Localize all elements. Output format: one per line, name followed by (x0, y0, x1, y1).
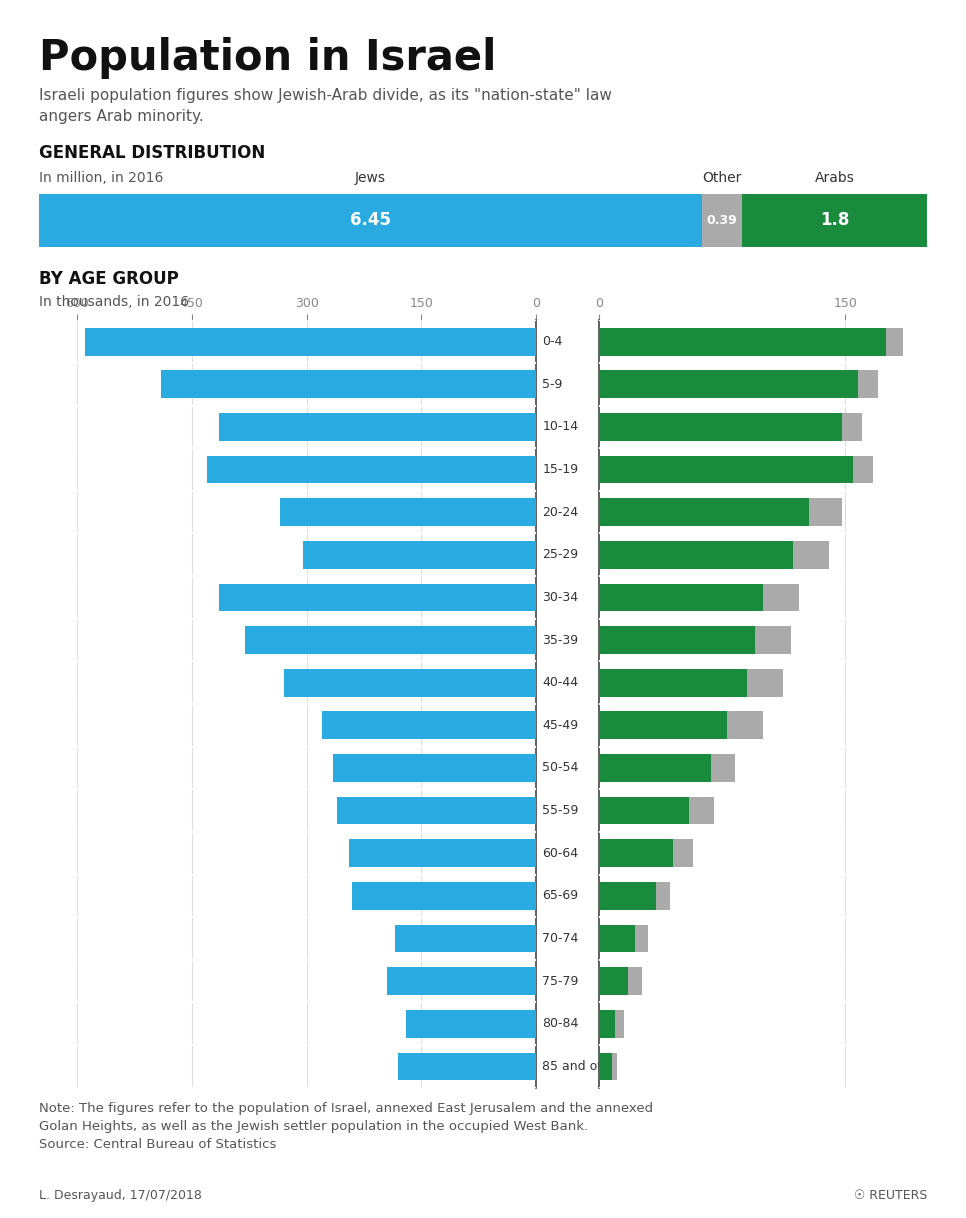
Text: In thousands, in 2016: In thousands, in 2016 (39, 295, 188, 308)
Bar (755, 626, 791, 654)
Text: 25-29: 25-29 (543, 548, 579, 561)
Text: 30-34: 30-34 (543, 591, 579, 604)
Text: L. Desrayaud, 17/07/2018: L. Desrayaud, 17/07/2018 (39, 1189, 202, 1202)
Bar (599, 967, 629, 995)
Text: 10-14: 10-14 (543, 420, 579, 434)
Text: 85 and over: 85 and over (543, 1060, 618, 1073)
Bar (280, 498, 536, 526)
Bar (284, 669, 536, 697)
Text: 45-49: 45-49 (543, 719, 579, 732)
Bar (810, 498, 842, 526)
Bar (599, 1010, 615, 1038)
Bar (657, 882, 669, 910)
Bar (353, 882, 536, 910)
Bar (161, 370, 536, 398)
Bar (615, 1010, 624, 1038)
Text: 70-74: 70-74 (543, 932, 579, 945)
Bar (599, 413, 842, 441)
Bar (747, 669, 782, 697)
Bar (599, 498, 810, 526)
Text: GENERAL DISTRIBUTION: GENERAL DISTRIBUTION (39, 144, 265, 162)
Text: 6.45: 6.45 (350, 212, 391, 229)
Bar (612, 1052, 617, 1080)
Text: 55-59: 55-59 (543, 804, 579, 817)
Bar (386, 967, 536, 995)
Text: 1.8: 1.8 (820, 212, 849, 229)
Bar (302, 541, 536, 569)
Bar (599, 882, 657, 910)
Bar (711, 754, 735, 782)
Bar (763, 583, 799, 611)
Bar (887, 328, 903, 356)
Bar (599, 456, 854, 484)
Bar (742, 194, 927, 247)
Bar (333, 754, 536, 782)
Text: ☉ REUTERS: ☉ REUTERS (854, 1189, 927, 1202)
Bar (245, 626, 536, 654)
Bar (207, 456, 536, 484)
Bar (599, 797, 690, 825)
Bar (394, 924, 536, 952)
Bar (337, 797, 536, 825)
Bar (702, 194, 742, 247)
Bar (793, 541, 829, 569)
Text: 60-64: 60-64 (543, 847, 579, 860)
Text: 15-19: 15-19 (543, 463, 579, 476)
Text: 35-39: 35-39 (543, 633, 579, 647)
Bar (629, 967, 641, 995)
Bar (842, 413, 862, 441)
Bar (599, 541, 793, 569)
Text: In million, in 2016: In million, in 2016 (39, 171, 163, 184)
Bar (39, 194, 702, 247)
Bar (854, 456, 873, 484)
Bar (599, 583, 763, 611)
Bar (406, 1010, 536, 1038)
Bar (635, 924, 648, 952)
Bar (690, 797, 714, 825)
Text: BY AGE GROUP: BY AGE GROUP (39, 270, 179, 289)
Bar (727, 711, 763, 739)
Text: 0.39: 0.39 (707, 214, 737, 227)
Text: Israeli population figures show Jewish-Arab divide, as its "nation-state" law
an: Israeli population figures show Jewish-A… (39, 88, 611, 124)
Text: Other: Other (702, 172, 742, 185)
Text: 20-24: 20-24 (543, 505, 579, 519)
Text: 80-84: 80-84 (543, 1017, 579, 1030)
Text: Note: The figures refer to the population of Israel, annexed East Jerusalem and : Note: The figures refer to the populatio… (39, 1102, 653, 1151)
Bar (218, 583, 536, 611)
Bar (85, 328, 536, 356)
Bar (599, 669, 747, 697)
Bar (599, 924, 635, 952)
Bar (599, 711, 727, 739)
Bar (349, 839, 536, 867)
Bar (859, 370, 878, 398)
Bar (599, 754, 711, 782)
Bar (398, 1052, 536, 1080)
Text: Jews: Jews (355, 172, 385, 185)
Text: 0-4: 0-4 (543, 335, 563, 348)
Bar (218, 413, 536, 441)
Text: 40-44: 40-44 (543, 676, 579, 689)
Bar (322, 711, 536, 739)
Text: Arabs: Arabs (815, 172, 855, 185)
Text: Population in Israel: Population in Israel (39, 37, 496, 78)
Text: 50-54: 50-54 (543, 761, 579, 775)
Text: 5-9: 5-9 (543, 378, 563, 391)
Text: 75-79: 75-79 (543, 974, 579, 988)
Bar (599, 626, 755, 654)
Bar (672, 839, 693, 867)
Bar (599, 370, 859, 398)
Bar (599, 839, 672, 867)
Bar (599, 1052, 612, 1080)
Text: 65-69: 65-69 (543, 889, 579, 903)
Bar (599, 328, 887, 356)
